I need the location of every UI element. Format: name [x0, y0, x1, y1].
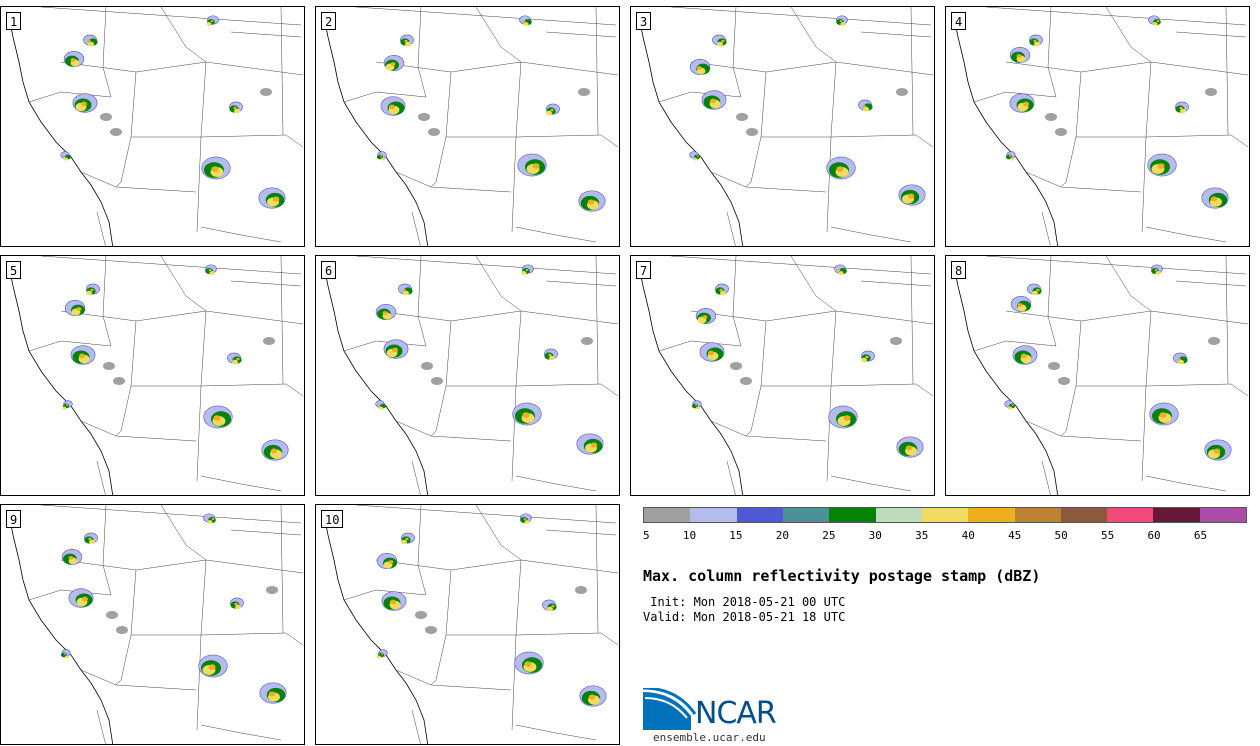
ncar-logo [643, 688, 697, 730]
reflectivity-field [62, 264, 289, 461]
member-map [953, 256, 1249, 495]
member-number-label: 1 [6, 12, 22, 30]
member-number-label: 2 [321, 12, 337, 30]
colorbar-tick: 20 [775, 529, 789, 542]
member-number-label: 8 [951, 261, 967, 279]
ncar-logo-text: NCAR [695, 696, 777, 731]
colorbar-tick: 45 [1008, 529, 1022, 542]
colorbar-segment [644, 508, 691, 522]
colorbar-segment [1199, 508, 1247, 522]
reflectivity-field [376, 15, 606, 212]
member-number-label: 5 [6, 261, 22, 279]
colorbar-tick: 65 [1193, 529, 1208, 542]
ensemble-member-panel: 4 [945, 6, 1250, 247]
ensemble-member-panel: 5 [0, 255, 305, 496]
ensemble-member-panel: 9 [0, 504, 305, 745]
member-map [323, 7, 619, 246]
ensemble-member-panel: 7 [630, 255, 935, 496]
colorbar-tick: 30 [868, 529, 882, 542]
member-number-label: 10 [321, 510, 344, 528]
ensemble-member-panel: 3 [630, 6, 935, 247]
reflectivity-field [689, 15, 926, 206]
colorbar-tick: 40 [961, 529, 975, 542]
colorbar-segment [736, 508, 783, 522]
colorbar-segment [921, 508, 969, 522]
colorbar-tick-labels: 5 10 15 20 25 30 35 40 45 50 55 60 65 [643, 529, 1247, 543]
member-number-label: 7 [636, 261, 652, 279]
colorbar-segment [1060, 508, 1108, 522]
member-map [8, 505, 304, 744]
colorbar-tick: 50 [1054, 529, 1068, 542]
colorbar-segment [875, 508, 922, 522]
member-map [638, 256, 934, 495]
reflectivity-field [375, 264, 604, 455]
colorbar-tick: 55 [1100, 529, 1115, 542]
colorbar-segment [782, 508, 830, 522]
member-map [8, 7, 304, 246]
colorbar-segment [1107, 508, 1154, 522]
colorbar-tick: 60 [1147, 529, 1161, 542]
ensemble-member-panel: 10 [315, 504, 620, 745]
ensemble-member-panel: 6 [315, 255, 620, 496]
member-map [638, 7, 934, 246]
colorbar-tick: 25 [822, 529, 836, 542]
member-map [323, 256, 619, 495]
colorbar-segment [968, 508, 1015, 522]
reflectivity-colorbar [643, 507, 1247, 523]
member-number-label: 6 [321, 261, 337, 279]
ensemble-member-panel: 8 [945, 255, 1250, 496]
reflectivity-field [60, 15, 286, 209]
init-time: Init: Mon 2018-05-21 00 UTC [643, 595, 846, 609]
colorbar-segment [1014, 508, 1061, 522]
reflectivity-field [1004, 264, 1232, 461]
colorbar-segment [1153, 508, 1200, 522]
valid-time: Valid: Mon 2018-05-21 18 UTC [643, 610, 846, 624]
colorbar-segment [829, 508, 876, 522]
colorbar-segment [690, 508, 737, 522]
ensemble-url: ensemble.ucar.edu [653, 731, 766, 744]
member-map [8, 256, 304, 495]
colorbar-tick: 35 [915, 529, 929, 542]
reflectivity-field [376, 513, 607, 707]
member-map [323, 505, 619, 744]
ensemble-member-panel: 1 [0, 6, 305, 247]
reflectivity-field [1005, 15, 1229, 209]
reflectivity-field [60, 513, 287, 704]
member-number-label: 4 [951, 12, 967, 30]
member-number-label: 3 [636, 12, 652, 30]
colorbar-tick: 5 [643, 529, 650, 542]
member-number-label: 9 [6, 510, 22, 528]
reflectivity-field [691, 264, 924, 458]
figure-title: Max. column reflectivity postage stamp (… [643, 567, 1041, 585]
colorbar-tick: 15 [729, 529, 743, 542]
colorbar-tick: 10 [682, 529, 697, 542]
member-map [953, 7, 1249, 246]
ensemble-member-panel: 2 [315, 6, 620, 247]
